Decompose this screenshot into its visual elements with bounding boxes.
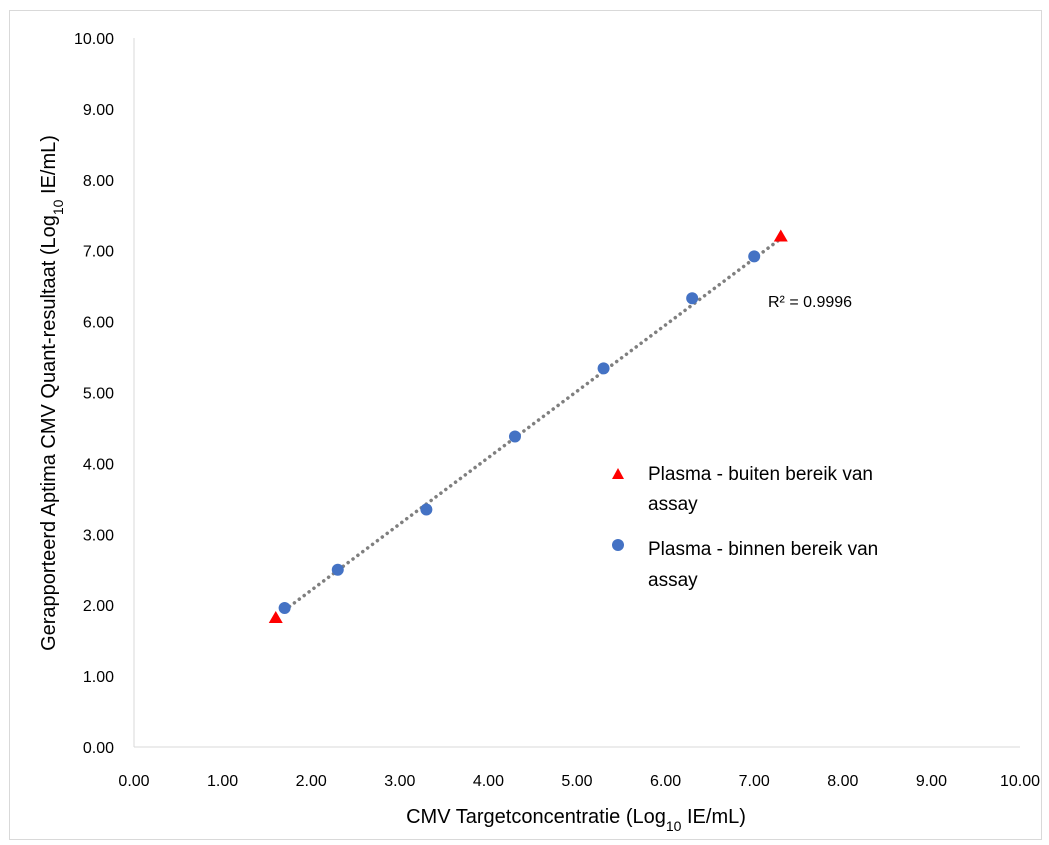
circle-point	[597, 362, 610, 375]
y-tick-label: 6.00	[83, 315, 114, 332]
x-tick-label: 7.00	[739, 773, 770, 790]
x-tick-label: 4.00	[473, 773, 504, 790]
x-tick-label: 2.00	[296, 773, 327, 790]
y-tick-label: 10.00	[74, 31, 114, 48]
legend-label-binnen-line1: Plasma - binnen bereik van	[648, 539, 878, 560]
r-squared-annotation: R² = 0.9996	[768, 294, 852, 311]
circle-point	[508, 430, 521, 443]
circle-point	[748, 250, 761, 263]
x-tick-label: 1.00	[207, 773, 238, 790]
circle-point	[686, 292, 699, 305]
legend: Plasma - buiten bereik van assay Plasma …	[612, 464, 878, 591]
y-tick-label: 5.00	[83, 386, 114, 403]
circle-point	[331, 563, 344, 576]
x-tick-label: 10.00	[1000, 773, 1040, 790]
x-tick-labels: 0.00 1.00 2.00 3.00 4.00 5.00 6.00 7.00 8.00 9.00…	[118, 773, 1040, 790]
y-tick-label: 1.00	[83, 669, 114, 686]
y-axis-title: Gerapporteerd Aptima CMV Quant-resultaat…	[38, 135, 66, 651]
y-tick-label: 0.00	[83, 740, 114, 757]
legend-circle-marker	[612, 539, 624, 551]
trendline	[282, 236, 783, 612]
legend-label-binnen-line2: assay	[648, 570, 698, 591]
y-tick-label: 9.00	[83, 102, 114, 119]
y-tick-label: 7.00	[83, 244, 114, 261]
circle-point	[420, 503, 433, 516]
x-tick-label: 8.00	[827, 773, 858, 790]
y-tick-label: 8.00	[83, 173, 114, 190]
y-tick-label: 3.00	[83, 527, 114, 544]
legend-label-buiten-line1: Plasma - buiten bereik van	[648, 464, 873, 485]
x-tick-label: 6.00	[650, 773, 681, 790]
linear-trendline	[282, 236, 783, 612]
chart-area	[9, 10, 1042, 840]
x-tick-label: 9.00	[916, 773, 947, 790]
x-tick-label: 0.00	[118, 773, 149, 790]
data-points	[268, 229, 788, 623]
legend-triangle-marker	[612, 468, 624, 479]
y-tick-labels: 0.00 1.00 2.00 3.00 4.00 5.00 6.00 7.00 8.00 9.00…	[74, 31, 114, 757]
legend-label-buiten-line2: assay	[648, 494, 698, 515]
x-axis-title: CMV Targetconcentratie (Log10 IE/mL)	[406, 806, 746, 834]
x-tick-label: 5.00	[561, 773, 592, 790]
triangle-point	[773, 229, 788, 242]
triangle-point	[268, 610, 283, 623]
circle-point	[278, 602, 291, 615]
x-tick-label: 3.00	[384, 773, 415, 790]
y-tick-label: 4.00	[83, 456, 114, 473]
y-tick-label: 2.00	[83, 598, 114, 615]
